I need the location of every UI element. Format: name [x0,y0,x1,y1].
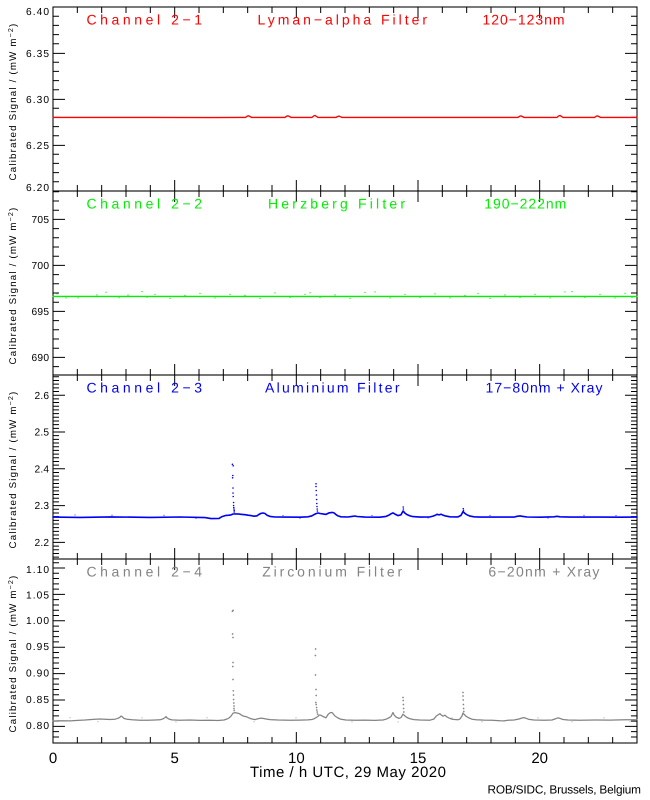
svg-text:0.80: 0.80 [26,721,49,732]
svg-text:Zirconium Filter: Zirconium Filter [262,564,402,580]
svg-text:2.3: 2.3 [35,501,50,512]
svg-text:Calibrated Signal / (mW m−2): Calibrated Signal / (mW m−2) [8,207,19,365]
svg-text:17−80nm + Xray: 17−80nm + Xray [486,380,603,396]
svg-text:6−20nm + Xray: 6−20nm + Xray [488,564,599,580]
svg-text:190−222nm: 190−222nm [484,196,566,212]
svg-text:2.6: 2.6 [35,391,50,402]
svg-text:Aluminium Filter: Aluminium Filter [265,380,400,396]
svg-text:Channel 2−2: Channel 2−2 [87,196,203,212]
svg-text:695: 695 [32,307,50,318]
svg-text:0.95: 0.95 [26,642,49,653]
svg-text:10: 10 [288,750,305,767]
svg-text:6.25: 6.25 [26,141,49,152]
svg-text:Channel 2−3: Channel 2−3 [87,380,203,396]
svg-text:2.2: 2.2 [35,538,50,549]
svg-text:690: 690 [32,353,50,364]
svg-text:1.00: 1.00 [26,616,49,627]
svg-text:20: 20 [531,750,548,767]
svg-text:6.20: 6.20 [26,183,49,194]
svg-text:Calibrated Signal / (mW m−2): Calibrated Signal / (mW m−2) [8,391,19,549]
svg-text:Calibrated Signal / (mW m−2): Calibrated Signal / (mW m−2) [8,23,19,181]
svg-text:6.30: 6.30 [26,95,49,106]
svg-text:Time / h UTC, 29 May 2020: Time / h UTC, 29 May 2020 [250,764,446,781]
svg-text:Calibrated Signal / (mW m−2): Calibrated Signal / (mW m−2) [8,575,19,733]
svg-text:120−123nm: 120−123nm [483,12,565,28]
svg-text:15: 15 [410,750,427,767]
svg-text:6.40: 6.40 [26,7,49,18]
svg-text:Lyman−alpha Filter: Lyman−alpha Filter [258,12,428,28]
svg-text:1.10: 1.10 [26,565,49,576]
svg-text:5: 5 [170,750,178,767]
svg-text:2.5: 2.5 [35,428,50,439]
svg-text:ROB/SIDC, Brussels, Belgium: ROB/SIDC, Brussels, Belgium [488,783,642,797]
svg-text:705: 705 [32,215,50,226]
svg-text:6.35: 6.35 [26,49,49,60]
svg-text:Herzberg Filter: Herzberg Filter [268,196,405,212]
svg-text:0.85: 0.85 [26,695,49,706]
svg-text:700: 700 [32,261,50,272]
svg-text:0: 0 [49,750,57,767]
svg-text:2.4: 2.4 [35,464,50,475]
svg-text:Channel 2−1: Channel 2−1 [87,12,203,28]
svg-text:Channel 2−4: Channel 2−4 [87,564,203,580]
svg-text:1.05: 1.05 [26,590,49,601]
svg-text:0.90: 0.90 [26,669,49,680]
